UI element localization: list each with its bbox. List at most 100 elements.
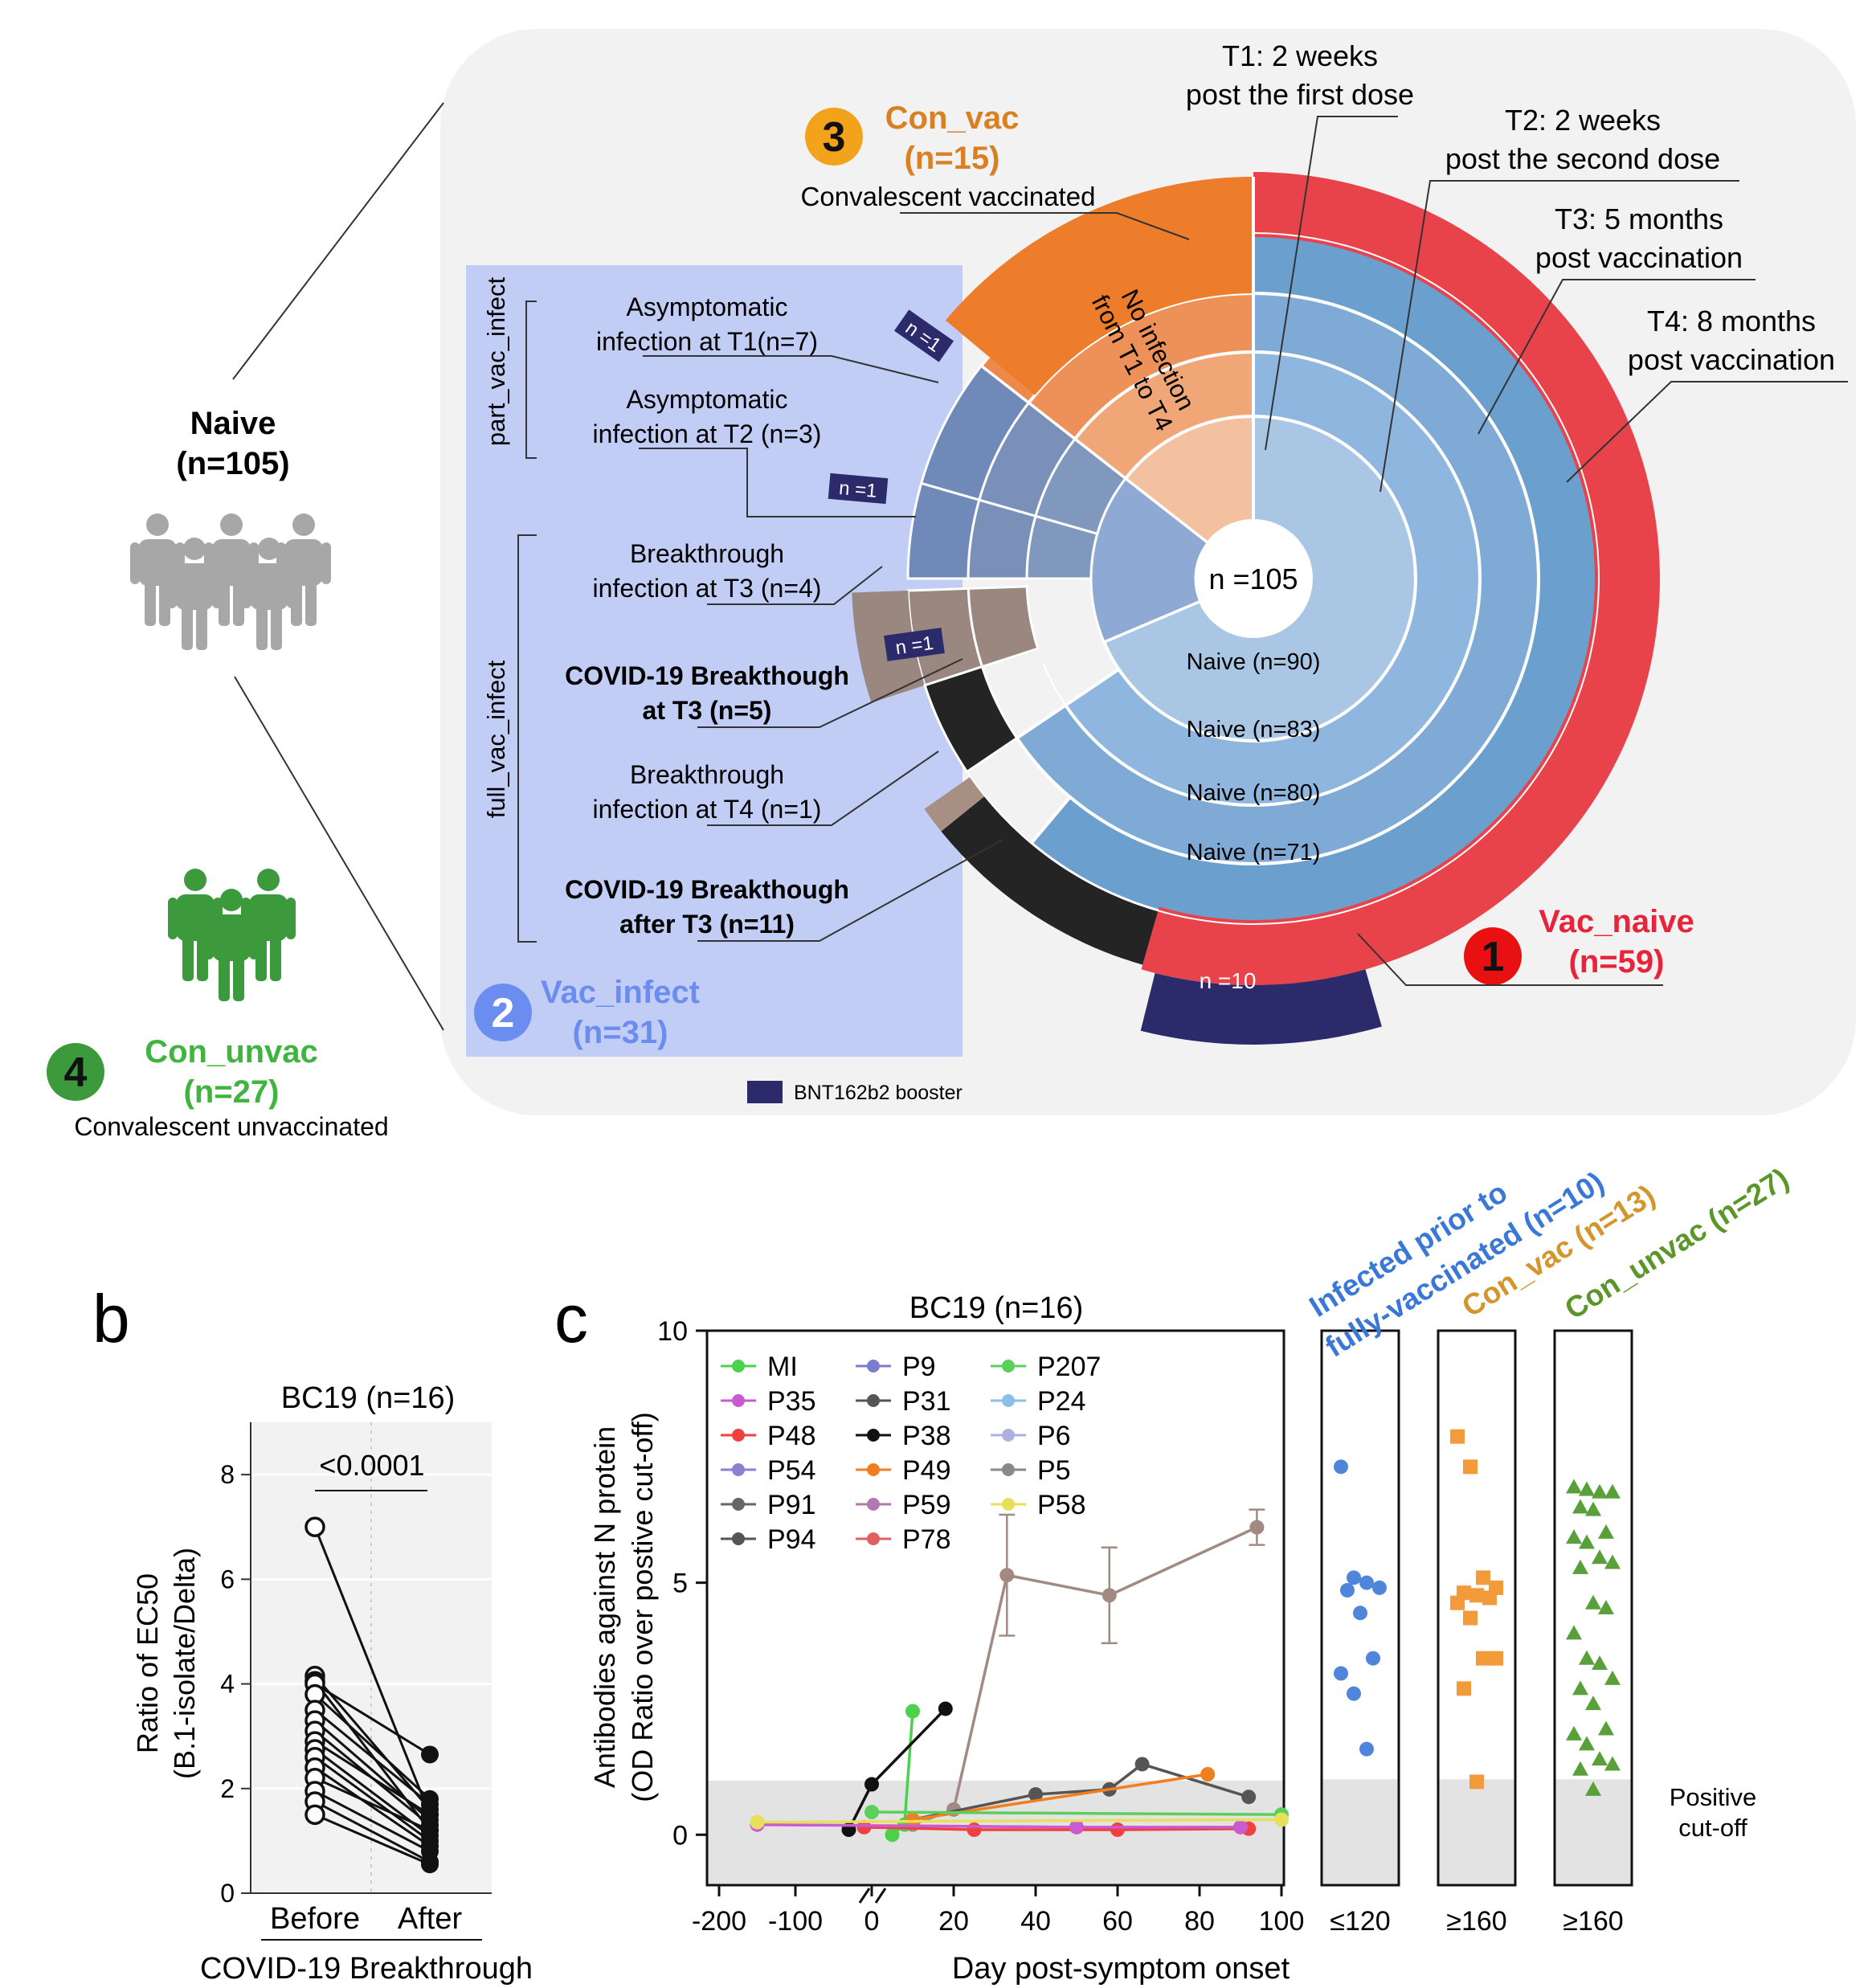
series-point-p48 [1110,1822,1125,1837]
strip-point [1585,1781,1601,1796]
panel-b-pair-line [314,1708,431,1806]
series-point-p49 [1200,1767,1216,1781]
panel-b-y-tick-label: 2 [220,1774,235,1803]
infection-t3-covid-line1: COVID-19 Breakthough [565,661,849,690]
panel-b-y-tick-label: 4 [220,1670,235,1699]
series-point-p58 [750,1814,765,1830]
legend-marker [1002,1498,1015,1511]
infection-t3-covid-line2: at T3 (n=5) [643,696,772,725]
legend-marker [732,1463,745,1476]
panel-c-axis-break [874,1888,887,1904]
panel-c-series [750,1508,1289,1843]
panel-b-pvalue: <0.0001 [319,1449,424,1482]
infection-t2-line1: Asymptomatic [627,385,788,414]
panel-b-ylabel-1: Ratio of EC50 [131,1573,164,1753]
panel-c-x-tick-label: 40 [1020,1906,1051,1937]
strip-cutoff-band [1555,1779,1632,1885]
legend-label-p31: P31 [902,1386,951,1417]
legend-marker [732,1360,745,1372]
strip-cutoff-band [1322,1779,1399,1885]
legend-marker [1002,1463,1015,1476]
panel-b-pair-line [314,1740,431,1816]
panel-c-x-tick-label: -200 [692,1906,746,1937]
infection-t3: Breakthrough infection at T3 (n=4) [593,539,883,605]
breakthrough-t4 [924,776,985,832]
naive-people-icon [130,513,331,650]
series-line-p58 [757,1818,1282,1824]
timepoint-t3-title: T3: 5 months [1555,202,1723,235]
panel-b-after-point [421,1745,439,1764]
con-unvac-people-icon [168,869,296,1001]
panel-b-pair-line [314,1813,431,1866]
strip-point [1604,1756,1621,1771]
con-vac-number: 3 [823,114,846,161]
legend-marker [732,1429,745,1442]
infection-t2-line2: infection at T2 (n=3) [593,419,822,448]
strip-x-label: ≥160 [1563,1906,1623,1937]
series-point-p48 [967,1822,982,1837]
person-icon [242,538,296,650]
strip-point [1347,1570,1361,1585]
panel-c-x-tick-label: 100 [1259,1906,1305,1937]
legend-label-p9: P9 [902,1352,936,1382]
sunburst-chart [852,172,1660,1045]
strip-point [1604,1670,1621,1685]
panel-c-strip-plots: ≤120 ≥160 ≥160 [1320,1329,1633,1937]
ring-label-3: Naive (n=80) [1187,780,1321,806]
infection-t4: Breakthrough infection at T4 (n=1) [593,751,939,826]
series-point-mi [885,1827,900,1843]
strip-point [1592,1549,1608,1565]
panel-b-before-point [305,1516,325,1537]
timepoint-t2-title: T2: 2 weeks [1505,104,1661,137]
panel-b-pair-line [314,1756,431,1843]
panel-b-pair-line [313,1693,431,1800]
vac-naive-number: 1 [1482,934,1505,980]
vac-infect-badge [474,984,532,1041]
legend-label-p35: P35 [767,1386,816,1417]
legend-label-mi: MI [767,1352,798,1382]
panel-c-x-tick-label: 20 [938,1906,969,1937]
legend-marker [732,1532,745,1545]
legend-marker [1002,1394,1015,1407]
con-unvac-label: Con_unvac [145,1034,318,1070]
strip-point [1366,1651,1380,1666]
cohort-diagram: n =105 Naive (n=90) Naive (n=83) Naive (… [47,29,1856,1141]
zoom-line-top [232,102,444,380]
strip-point [1476,1651,1490,1666]
booster-tag-2 [828,472,889,505]
strip-point [1457,1681,1471,1696]
timepoint-t4: T4: 8 months post vaccination [1566,305,1848,483]
strip-point [1566,1725,1582,1741]
strip-point [1572,1499,1588,1514]
strip-point [1476,1570,1490,1585]
panel-c-cutoff-band [707,1781,1284,1885]
strip-point [1579,1650,1595,1665]
panel-b-pair-line [314,1777,431,1832]
timepoint-t1: T1: 2 weeks post the first dose [1186,39,1414,451]
strip-x-label: ≥160 [1446,1906,1506,1937]
series-point-p48 [856,1819,872,1835]
con-unvac-badge [47,1043,104,1101]
legend-label-p58: P58 [1037,1490,1086,1520]
strip-point [1450,1429,1465,1444]
panel-c-x-ticks: -200 -100 0 20 40 60 80 100 [692,1885,1304,1937]
zoom-line-bottom [234,676,444,1031]
legend-marker [732,1394,745,1407]
strip-frame [1553,1329,1633,1887]
infection-after-t3-covid: COVID-19 Breakthough after T3 (n=11) [565,839,1003,942]
full-vac-infect-label: full_vac_infect [482,660,510,818]
vac-infect-count: (n=31) [573,1015,668,1050]
legend-label-p59: P59 [902,1490,951,1520]
con-vac-description: Convalescent vaccinated [801,182,1096,211]
panel-b-y-ticks: 0 2 4 6 8 [220,1460,251,1908]
strip-point [1572,1559,1588,1574]
booster-tag-3-label: n =1 [894,632,935,659]
panel-b-pair-line [313,1526,431,1815]
person-icon [167,538,222,650]
legend-label-p78: P78 [902,1524,951,1555]
series-point-p49 [905,1812,920,1827]
panel-b-pair-line [314,1790,431,1853]
booster-tag-1 [893,309,954,362]
strip-point [1566,1529,1582,1544]
panel-b-pair-line [314,1800,431,1863]
